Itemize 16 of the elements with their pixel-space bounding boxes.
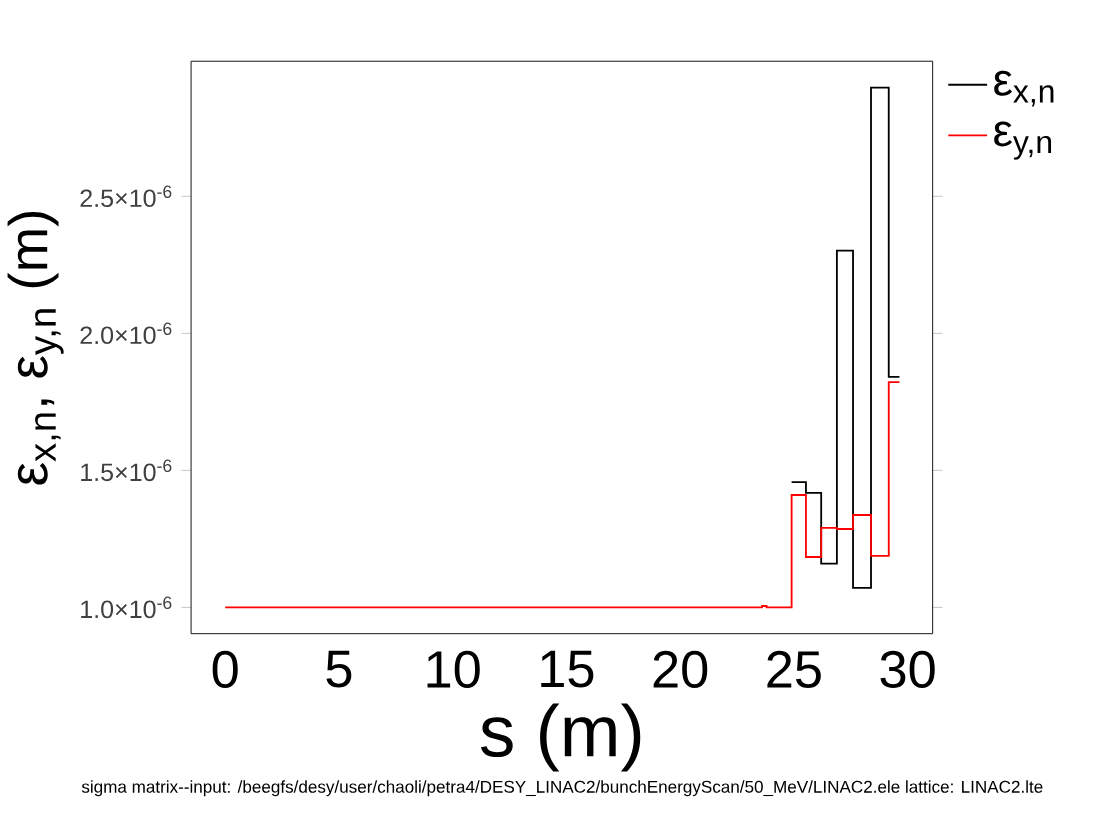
x-tick-label: 5 [326, 650, 352, 688]
legend-label: ε$_{x,n}$ [994, 70, 1054, 107]
x-tick-label: 10 [427, 650, 480, 688]
x-axis-title: s (m) [480, 703, 641, 772]
legend-label: ε$_{y,n}$ [994, 121, 1052, 160]
text: sigma matrix--input: /beegfs/desy/user/chaoli/petra4/DESY_LINAC2/bunchEnergyScan/50_MeV/LINAC2.ele lattice: LINAC2.lte [81, 780, 1043, 797]
y-tick-label: 1.5×10$^{-6}$ [81, 459, 172, 481]
y-tick-label: 2.5×10$^{-6}$ [80, 185, 172, 207]
y-tick-label: 2.0×10$^{-6}$ [80, 322, 172, 344]
y-tick-label: 1.0×10$^{-6}$ [81, 596, 172, 618]
x-tick-label: 30 [880, 650, 935, 688]
x-tick-label: 20 [653, 650, 708, 688]
x-tick-label: 0 [212, 650, 238, 688]
y-axis-title: ε$_{x,n}$, ε$_{y,n}$ (m) [7, 211, 64, 485]
x-tick-label: 15 [541, 650, 594, 688]
x-tick-label: 25 [767, 650, 821, 688]
